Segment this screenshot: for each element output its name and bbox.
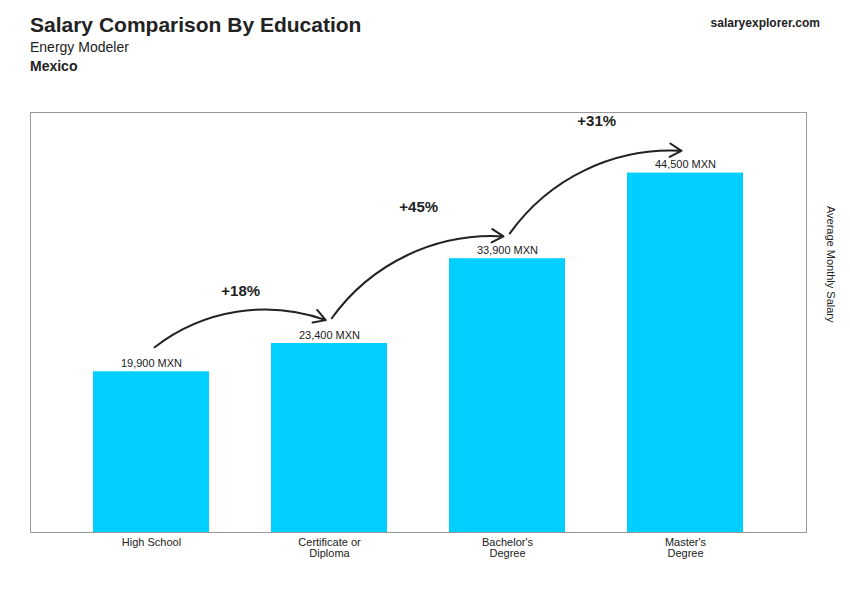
svg-text:19,900 MXN: 19,900 MXN: [121, 357, 182, 369]
html-text:Salary Comparison By Education: Salary Comparison By Education: [30, 13, 362, 36]
svg-text:Average Monthly Salary: Average Monthly Salary: [825, 206, 837, 323]
svg-text:Master'sDegree: Master'sDegree: [665, 536, 707, 559]
svg-text:23,400 MXN: 23,400 MXN: [299, 329, 360, 341]
svg-text:44,500 MXN: 44,500 MXN: [655, 158, 716, 170]
html-text:salaryexplorer.com: salaryexplorer.com: [710, 16, 820, 30]
svg-text:+31%: +31%: [577, 112, 616, 129]
svg-text:Bachelor'sDegree: Bachelor'sDegree: [482, 536, 534, 559]
svg-text:33,900 MXN: 33,900 MXN: [477, 244, 538, 256]
html-text:Mexico: Mexico: [30, 58, 78, 75]
svg-text:+18%: +18%: [221, 282, 260, 299]
svg-text:Certificate orDiploma: Certificate orDiploma: [298, 536, 361, 559]
svg-text:High School: High School: [122, 536, 181, 548]
svg-text:+45%: +45%: [399, 198, 438, 215]
html-text:Energy Modeler: Energy Modeler: [30, 39, 129, 56]
